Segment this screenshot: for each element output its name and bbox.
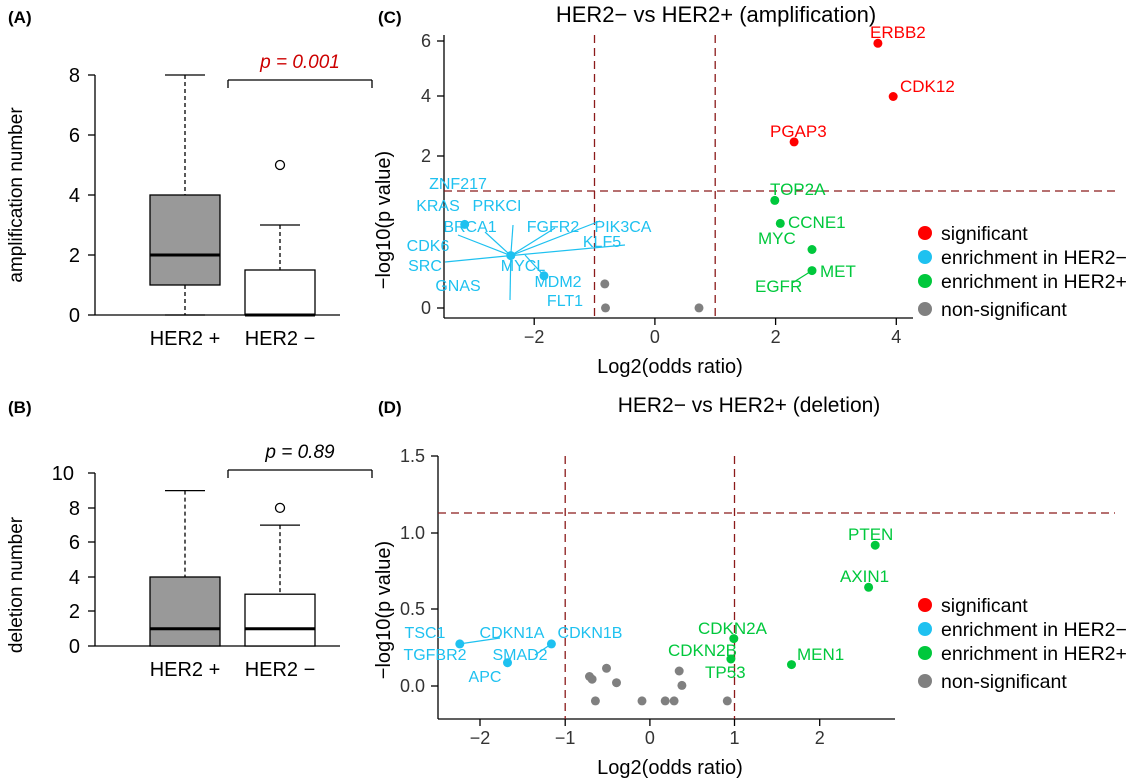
svg-text:TP53: TP53 xyxy=(705,663,746,682)
svg-text:MDM2: MDM2 xyxy=(534,274,581,291)
svg-text:−2: −2 xyxy=(524,327,545,347)
svg-text:enrichment in HER2−: enrichment in HER2− xyxy=(941,619,1127,641)
svg-text:CDKN1B: CDKN1B xyxy=(558,625,623,642)
svg-text:CDKN2B: CDKN2B xyxy=(668,641,737,660)
svg-text:KLF5: KLF5 xyxy=(583,234,621,251)
svg-text:deletion number: deletion number xyxy=(6,516,27,653)
svg-text:4: 4 xyxy=(421,86,431,106)
svg-text:−log10(p value): −log10(p value) xyxy=(373,151,395,289)
svg-text:6: 6 xyxy=(69,532,80,554)
svg-text:PGAP3: PGAP3 xyxy=(770,122,827,141)
svg-text:−2: −2 xyxy=(470,728,491,748)
svg-text:MET: MET xyxy=(820,262,856,281)
svg-text:CDK6: CDK6 xyxy=(407,238,450,255)
svg-text:2: 2 xyxy=(771,327,781,347)
svg-text:HER2 +: HER2 + xyxy=(150,328,221,350)
svg-text:BRCA1: BRCA1 xyxy=(443,219,496,236)
svg-text:FLT1: FLT1 xyxy=(547,293,583,310)
svg-text:enrichment in HER2+: enrichment in HER2+ xyxy=(941,643,1127,665)
svg-text:significant: significant xyxy=(941,595,1028,617)
svg-text:2: 2 xyxy=(421,146,431,166)
svg-text:HER2 −: HER2 − xyxy=(245,328,316,350)
svg-text:6: 6 xyxy=(69,125,80,147)
svg-text:ERBB2: ERBB2 xyxy=(870,23,926,42)
svg-text:2: 2 xyxy=(69,601,80,623)
svg-text:0: 0 xyxy=(421,298,431,318)
svg-text:non-significant: non-significant xyxy=(941,299,1067,321)
svg-text:1.5: 1.5 xyxy=(400,446,425,466)
svg-text:GNAS: GNAS xyxy=(435,278,480,295)
svg-text:HER2 +: HER2 + xyxy=(150,659,221,681)
svg-text:−1: −1 xyxy=(555,728,576,748)
svg-text:2: 2 xyxy=(815,728,825,748)
svg-text:PTEN: PTEN xyxy=(848,525,893,544)
svg-text:TSC1: TSC1 xyxy=(405,625,446,642)
svg-text:4: 4 xyxy=(891,327,901,347)
svg-text:PRKCI: PRKCI xyxy=(473,198,522,215)
svg-text:CDKN2A: CDKN2A xyxy=(698,619,768,638)
svg-text:p = 0.001: p = 0.001 xyxy=(259,52,340,73)
svg-text:enrichment in HER2+: enrichment in HER2+ xyxy=(941,271,1127,293)
svg-text:AXIN1: AXIN1 xyxy=(840,567,889,586)
svg-text:EGFR: EGFR xyxy=(755,277,802,296)
svg-text:FGFR2: FGFR2 xyxy=(527,219,580,236)
svg-text:CDKN1A: CDKN1A xyxy=(480,625,545,642)
svg-text:1.0: 1.0 xyxy=(400,523,425,543)
svg-text:MYCL: MYCL xyxy=(501,258,546,275)
svg-text:0: 0 xyxy=(650,327,660,347)
svg-text:p = 0.89: p = 0.89 xyxy=(264,442,335,463)
svg-text:CDK12: CDK12 xyxy=(900,77,955,96)
svg-text:4: 4 xyxy=(69,185,80,207)
svg-text:enrichment in HER2−: enrichment in HER2− xyxy=(941,247,1127,269)
svg-text:0: 0 xyxy=(69,305,80,327)
svg-text:HER2− vs HER2+ (deletion): HER2− vs HER2+ (deletion) xyxy=(618,394,881,417)
svg-text:6: 6 xyxy=(421,31,431,51)
svg-text:0.0: 0.0 xyxy=(400,676,425,696)
svg-text:−log10(p value): −log10(p value) xyxy=(373,541,395,679)
svg-text:significant: significant xyxy=(941,223,1028,245)
svg-text:8: 8 xyxy=(69,65,80,87)
svg-text:MYC: MYC xyxy=(758,229,796,248)
svg-text:8: 8 xyxy=(69,498,80,520)
svg-text:ZNF217: ZNF217 xyxy=(429,176,487,193)
svg-text:APC: APC xyxy=(469,669,502,686)
svg-text:2: 2 xyxy=(69,245,80,267)
svg-text:Log2(odds ratio): Log2(odds ratio) xyxy=(597,356,743,378)
svg-text:0: 0 xyxy=(645,728,655,748)
svg-text:HER2 −: HER2 − xyxy=(245,659,316,681)
svg-text:KRAS: KRAS xyxy=(416,198,460,215)
svg-text:0.5: 0.5 xyxy=(400,599,425,619)
svg-text:TGFBR2: TGFBR2 xyxy=(403,647,466,664)
svg-text:CCNE1: CCNE1 xyxy=(788,213,846,232)
svg-text:MEN1: MEN1 xyxy=(797,645,844,664)
svg-text:1: 1 xyxy=(729,728,739,748)
svg-text:4: 4 xyxy=(69,567,80,589)
svg-text:0: 0 xyxy=(69,636,80,658)
svg-text:SRC: SRC xyxy=(408,258,442,275)
svg-text:SMAD2: SMAD2 xyxy=(492,647,547,664)
svg-text:non-significant: non-significant xyxy=(941,671,1067,693)
svg-text:TOP2A: TOP2A xyxy=(770,180,826,199)
svg-text:HER2− vs HER2+ (amplification: HER2− vs HER2+ (amplification) xyxy=(556,2,876,27)
svg-text:Log2(odds ratio): Log2(odds ratio) xyxy=(597,757,743,779)
svg-text:amplification number: amplification number xyxy=(6,107,27,283)
svg-text:10: 10 xyxy=(52,463,74,485)
